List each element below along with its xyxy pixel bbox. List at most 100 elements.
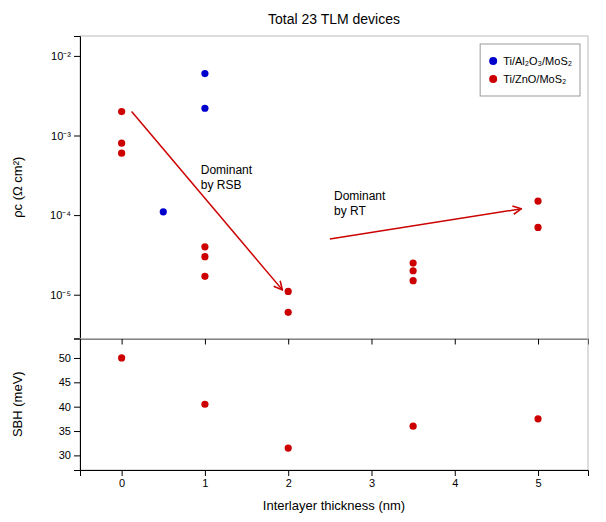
y-tick: 10⁻² (51, 50, 80, 62)
tick-mark (455, 470, 456, 476)
point (534, 415, 541, 422)
point (410, 277, 417, 284)
tick-mark (122, 338, 123, 344)
tick-label: 45 (59, 376, 71, 388)
x-tick (122, 338, 123, 344)
point (201, 401, 208, 408)
tick-mark (74, 431, 80, 432)
y-tick: 10⁻⁵ (50, 289, 80, 301)
x-tick: 5 (535, 470, 541, 489)
tick-mark (74, 358, 80, 359)
panel: 0123453035404550SBH (meV)Interlayer thic… (10, 338, 589, 513)
annotations: Dominantby RSB Dominantby RT (132, 112, 522, 290)
point (201, 243, 208, 250)
tick-mark (205, 338, 206, 344)
tick-label: 3 (369, 477, 375, 489)
tick-label: 4 (452, 477, 458, 489)
point (534, 197, 541, 204)
y-axis-label: SBH (meV) (10, 371, 25, 437)
axis-line (74, 339, 81, 471)
point (118, 108, 125, 115)
y-tick: 45 (59, 376, 80, 388)
tick-mark (538, 470, 539, 476)
y-tick: 50 (59, 352, 80, 364)
x-tick (288, 338, 289, 344)
series (118, 354, 542, 451)
annotation: Dominantby RSB (201, 163, 253, 191)
axis-line (81, 339, 589, 345)
point (201, 105, 208, 112)
tick-mark (122, 470, 123, 476)
point (118, 354, 125, 361)
point (201, 273, 208, 280)
y-tick: 35 (59, 425, 80, 437)
y-axis: 3035404550 (59, 339, 81, 471)
tick-mark (74, 455, 80, 456)
title: Total 23 TLM devices (268, 11, 400, 27)
point (160, 208, 167, 215)
legend-box (480, 44, 580, 96)
legend: Ti/Al₂O₃/MoS₂ Ti/ZnO/MoS₂ (480, 44, 580, 96)
y-axis: 10⁻⁵ 10⁻⁴ 10⁻³ 10⁻² (50, 37, 80, 339)
tick-label: 35 (59, 425, 71, 437)
point (410, 423, 417, 430)
legend-marker (489, 57, 497, 65)
x-axis (81, 338, 589, 344)
tick-label: 0 (119, 477, 125, 489)
x-tick: 0 (119, 470, 125, 489)
arrow (132, 112, 283, 290)
tick-mark (74, 407, 80, 408)
tick-mark (205, 470, 206, 476)
tick-mark (288, 470, 289, 476)
tick-mark (74, 56, 80, 57)
tick-mark (74, 382, 80, 383)
point (534, 224, 541, 231)
tick-label: 10⁻⁵ (50, 289, 71, 301)
point (118, 140, 125, 147)
x-tick (538, 338, 539, 344)
panel: 10⁻⁵10⁻⁴10⁻³10⁻²Dominantby RSBDominantby… (10, 11, 589, 344)
x-tick: 2 (286, 470, 292, 489)
point (201, 253, 208, 260)
legend-marker (489, 75, 497, 83)
y-axis-label: ρc (Ω cm²) (10, 157, 25, 218)
legend-item: Ti/ZnO/MoS₂ (489, 73, 566, 85)
tick-mark (74, 295, 80, 296)
tick-label: 10⁻² (51, 50, 71, 62)
tick-label: 50 (59, 352, 71, 364)
x-tick: 3 (369, 470, 375, 489)
chart: 10⁻⁵10⁻⁴10⁻³10⁻²Dominantby RSBDominantby… (0, 0, 606, 522)
tick-mark (455, 338, 456, 344)
x-axis: 0 1 2 3 4 5 (81, 470, 589, 489)
x-tick (205, 338, 206, 344)
x-tick (455, 338, 456, 344)
point (201, 70, 208, 77)
tick-mark (371, 338, 372, 344)
x-tick: 4 (452, 470, 458, 489)
tick-label: 2 (286, 477, 292, 489)
tick-label: 10⁻⁴ (50, 209, 71, 221)
plot-frame (80, 338, 588, 470)
marks (118, 354, 542, 451)
legend-item: Ti/Al₂O₃/MoS₂ (489, 55, 572, 67)
y-tick: 10⁻⁴ (50, 209, 80, 221)
plot-frame (80, 36, 588, 338)
tick-mark (538, 338, 539, 344)
y-tick: 10⁻³ (51, 130, 80, 142)
point (410, 267, 417, 274)
point (285, 288, 292, 295)
point (118, 150, 125, 157)
tick-label: 1 (202, 477, 208, 489)
tick-label: 5 (535, 477, 541, 489)
annotation: Dominantby RT (334, 189, 386, 217)
tick-mark (371, 470, 372, 476)
tick-mark (74, 136, 80, 137)
legend-label: Ti/Al₂O₃/MoS₂ (503, 55, 572, 67)
marks (118, 70, 542, 316)
tick-label: 30 (59, 449, 71, 461)
tick-mark (288, 338, 289, 344)
x-tick: 1 (202, 470, 208, 489)
x-axis-label: Interlayer thickness (nm) (263, 498, 405, 513)
point (285, 309, 292, 316)
legend-label: Ti/ZnO/MoS₂ (503, 73, 566, 85)
